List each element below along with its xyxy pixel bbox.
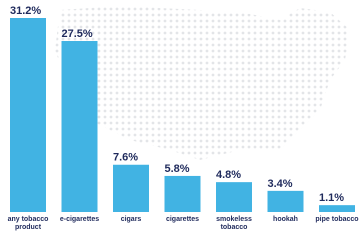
category-label: cigarettes — [165, 216, 200, 223]
value-label: 5.8% — [165, 163, 190, 175]
bar — [319, 205, 355, 212]
category-label: smokeless tobacco — [216, 216, 252, 231]
category-label: any tobacco product — [7, 216, 49, 231]
value-label: 1.1% — [319, 192, 344, 204]
value-label: 7.6% — [113, 152, 138, 164]
bar — [267, 190, 304, 212]
map-background — [55, 6, 350, 160]
bar — [10, 18, 46, 212]
category-label: cigars — [120, 216, 142, 223]
bar — [113, 164, 149, 212]
category-label: e-cigarettes — [59, 216, 100, 223]
value-label: 27.5% — [62, 28, 93, 40]
category-label: pipe tobacco — [315, 216, 359, 223]
bar — [61, 41, 98, 212]
value-label: 31.2% — [10, 5, 41, 17]
value-label: 3.4% — [268, 178, 293, 190]
value-label: 4.8% — [216, 169, 241, 181]
category-label: hookah — [273, 216, 298, 223]
bar — [164, 175, 201, 212]
bar — [216, 182, 252, 212]
